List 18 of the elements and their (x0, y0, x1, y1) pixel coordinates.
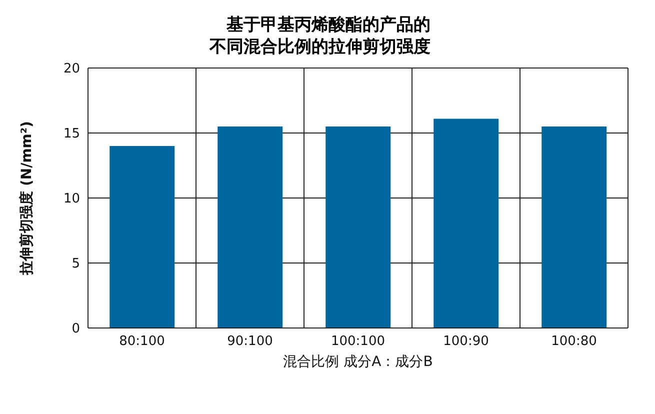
y-tick-label: 5 (72, 256, 80, 272)
y-tick-label: 0 (72, 322, 80, 337)
x-tick-label: 80:100 (119, 334, 165, 350)
x-axis-title: 混合比例 成分A：成分B (283, 354, 433, 370)
chart-title: 基于甲基丙烯酸酯的产品的不同混合比例的拉伸剪切强度 (209, 14, 431, 58)
bar (326, 126, 391, 328)
bar (218, 126, 283, 328)
y-tick-label: 20 (63, 62, 80, 77)
x-tick-label: 100:100 (330, 334, 386, 350)
x-tick-label: 100:90 (443, 334, 489, 350)
bar (542, 126, 607, 328)
y-tick-label: 10 (63, 192, 80, 207)
y-axis-title: 拉伸剪切强度 (N/mm²) (18, 121, 35, 276)
y-tick-label: 15 (63, 126, 80, 142)
bar (434, 118, 499, 328)
x-tick-label: 90:100 (227, 334, 273, 350)
x-tick-label: 100:80 (551, 334, 597, 350)
bar (110, 146, 175, 328)
